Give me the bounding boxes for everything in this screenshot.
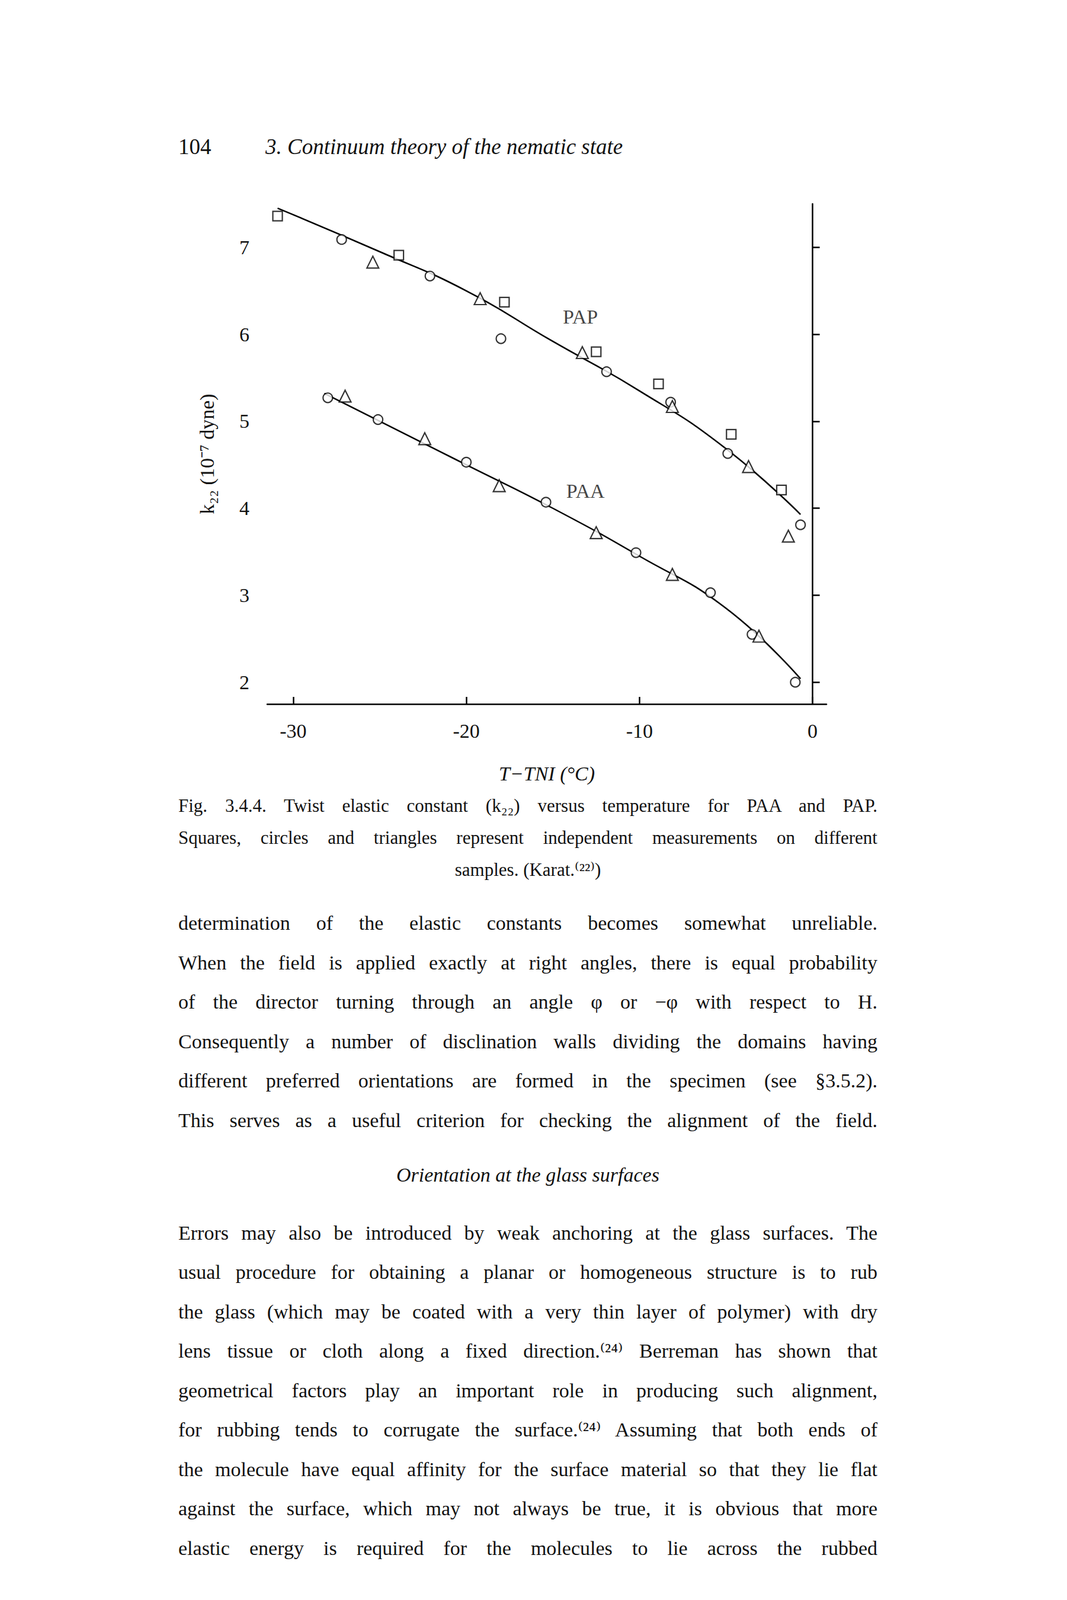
svg-text:5: 5 [239, 409, 250, 432]
svg-text:-20: -20 [452, 719, 480, 742]
html-text:Errors may also be introduced: Errors may also be introduced by weak an… [178, 1221, 878, 1244]
html-text:Orientation at the glass surfa: Orientation at the glass surfaces [396, 1163, 660, 1186]
html-text:geometrical factors play an im: geometrical factors play an important ro… [178, 1378, 878, 1401]
svg-text:T−TNI (°C): T−TNI (°C) [498, 762, 595, 785]
svg-text:k₂₂ (10⁻⁷ dyne): k₂₂ (10⁻⁷ dyne) [196, 393, 219, 514]
html-text:against the surface, which may: against the surface, which may not alway… [178, 1497, 878, 1520]
html-text:the molecule have equal affini: the molecule have equal affinity for the… [178, 1457, 878, 1480]
svg-text:4: 4 [239, 497, 250, 519]
html-text:the glass (which may be coated: the glass (which may be coated with a ve… [178, 1300, 878, 1323]
html-text:When the field is applied exac: When the field is applied exactly at rig… [178, 951, 878, 974]
html-text:samples. (Karat.⁽²²⁾): samples. (Karat.⁽²²⁾) [454, 859, 601, 880]
html-text:Squares, circles and triangles: Squares, circles and triangles represent… [178, 827, 878, 848]
svg-text:PAA: PAA [566, 479, 605, 502]
html-text:elastic energy is required for: elastic energy is required for the molec… [178, 1536, 878, 1559]
html-text:usual procedure for obtaining: usual procedure for obtaining a planar o… [178, 1260, 878, 1283]
svg-text:7: 7 [239, 236, 250, 259]
html-text:3. Continuum theory of the nem: 3. Continuum theory of the nematic state [265, 134, 623, 159]
svg-text:3: 3 [239, 584, 250, 607]
html-text:Fig. 3.4.4. Twist elastic cons: Fig. 3.4.4. Twist elastic constant (k₂₂)… [178, 795, 878, 816]
svg-text:6: 6 [239, 323, 250, 346]
svg-text:0: 0 [807, 719, 818, 742]
svg-text:-10: -10 [626, 719, 653, 742]
html-text:determination of the elastic c: determination of the elastic constants b… [178, 911, 878, 934]
html-text:lens tissue or cloth along a f: lens tissue or cloth along a fixed direc… [178, 1339, 878, 1362]
html-text:Consequently a number of discl: Consequently a number of disclination wa… [178, 1029, 878, 1052]
html-text:for rubbing tends to corrugate: for rubbing tends to corrugate the surfa… [178, 1418, 878, 1441]
html-text:of the director turning throug: of the director turning through an angle… [178, 990, 878, 1013]
html-text:104: 104 [178, 134, 212, 159]
svg-text:-30: -30 [279, 719, 307, 742]
svg-text:2: 2 [239, 671, 250, 694]
html-text:different preferred orientatio: different preferred orientations are for… [178, 1069, 878, 1092]
html-text:This serves as a useful criter: This serves as a useful criterion for ch… [178, 1108, 878, 1131]
svg-text:PAP: PAP [562, 305, 598, 328]
